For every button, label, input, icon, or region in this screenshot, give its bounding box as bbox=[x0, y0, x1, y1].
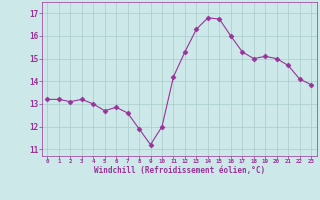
X-axis label: Windchill (Refroidissement éolien,°C): Windchill (Refroidissement éolien,°C) bbox=[94, 166, 265, 175]
